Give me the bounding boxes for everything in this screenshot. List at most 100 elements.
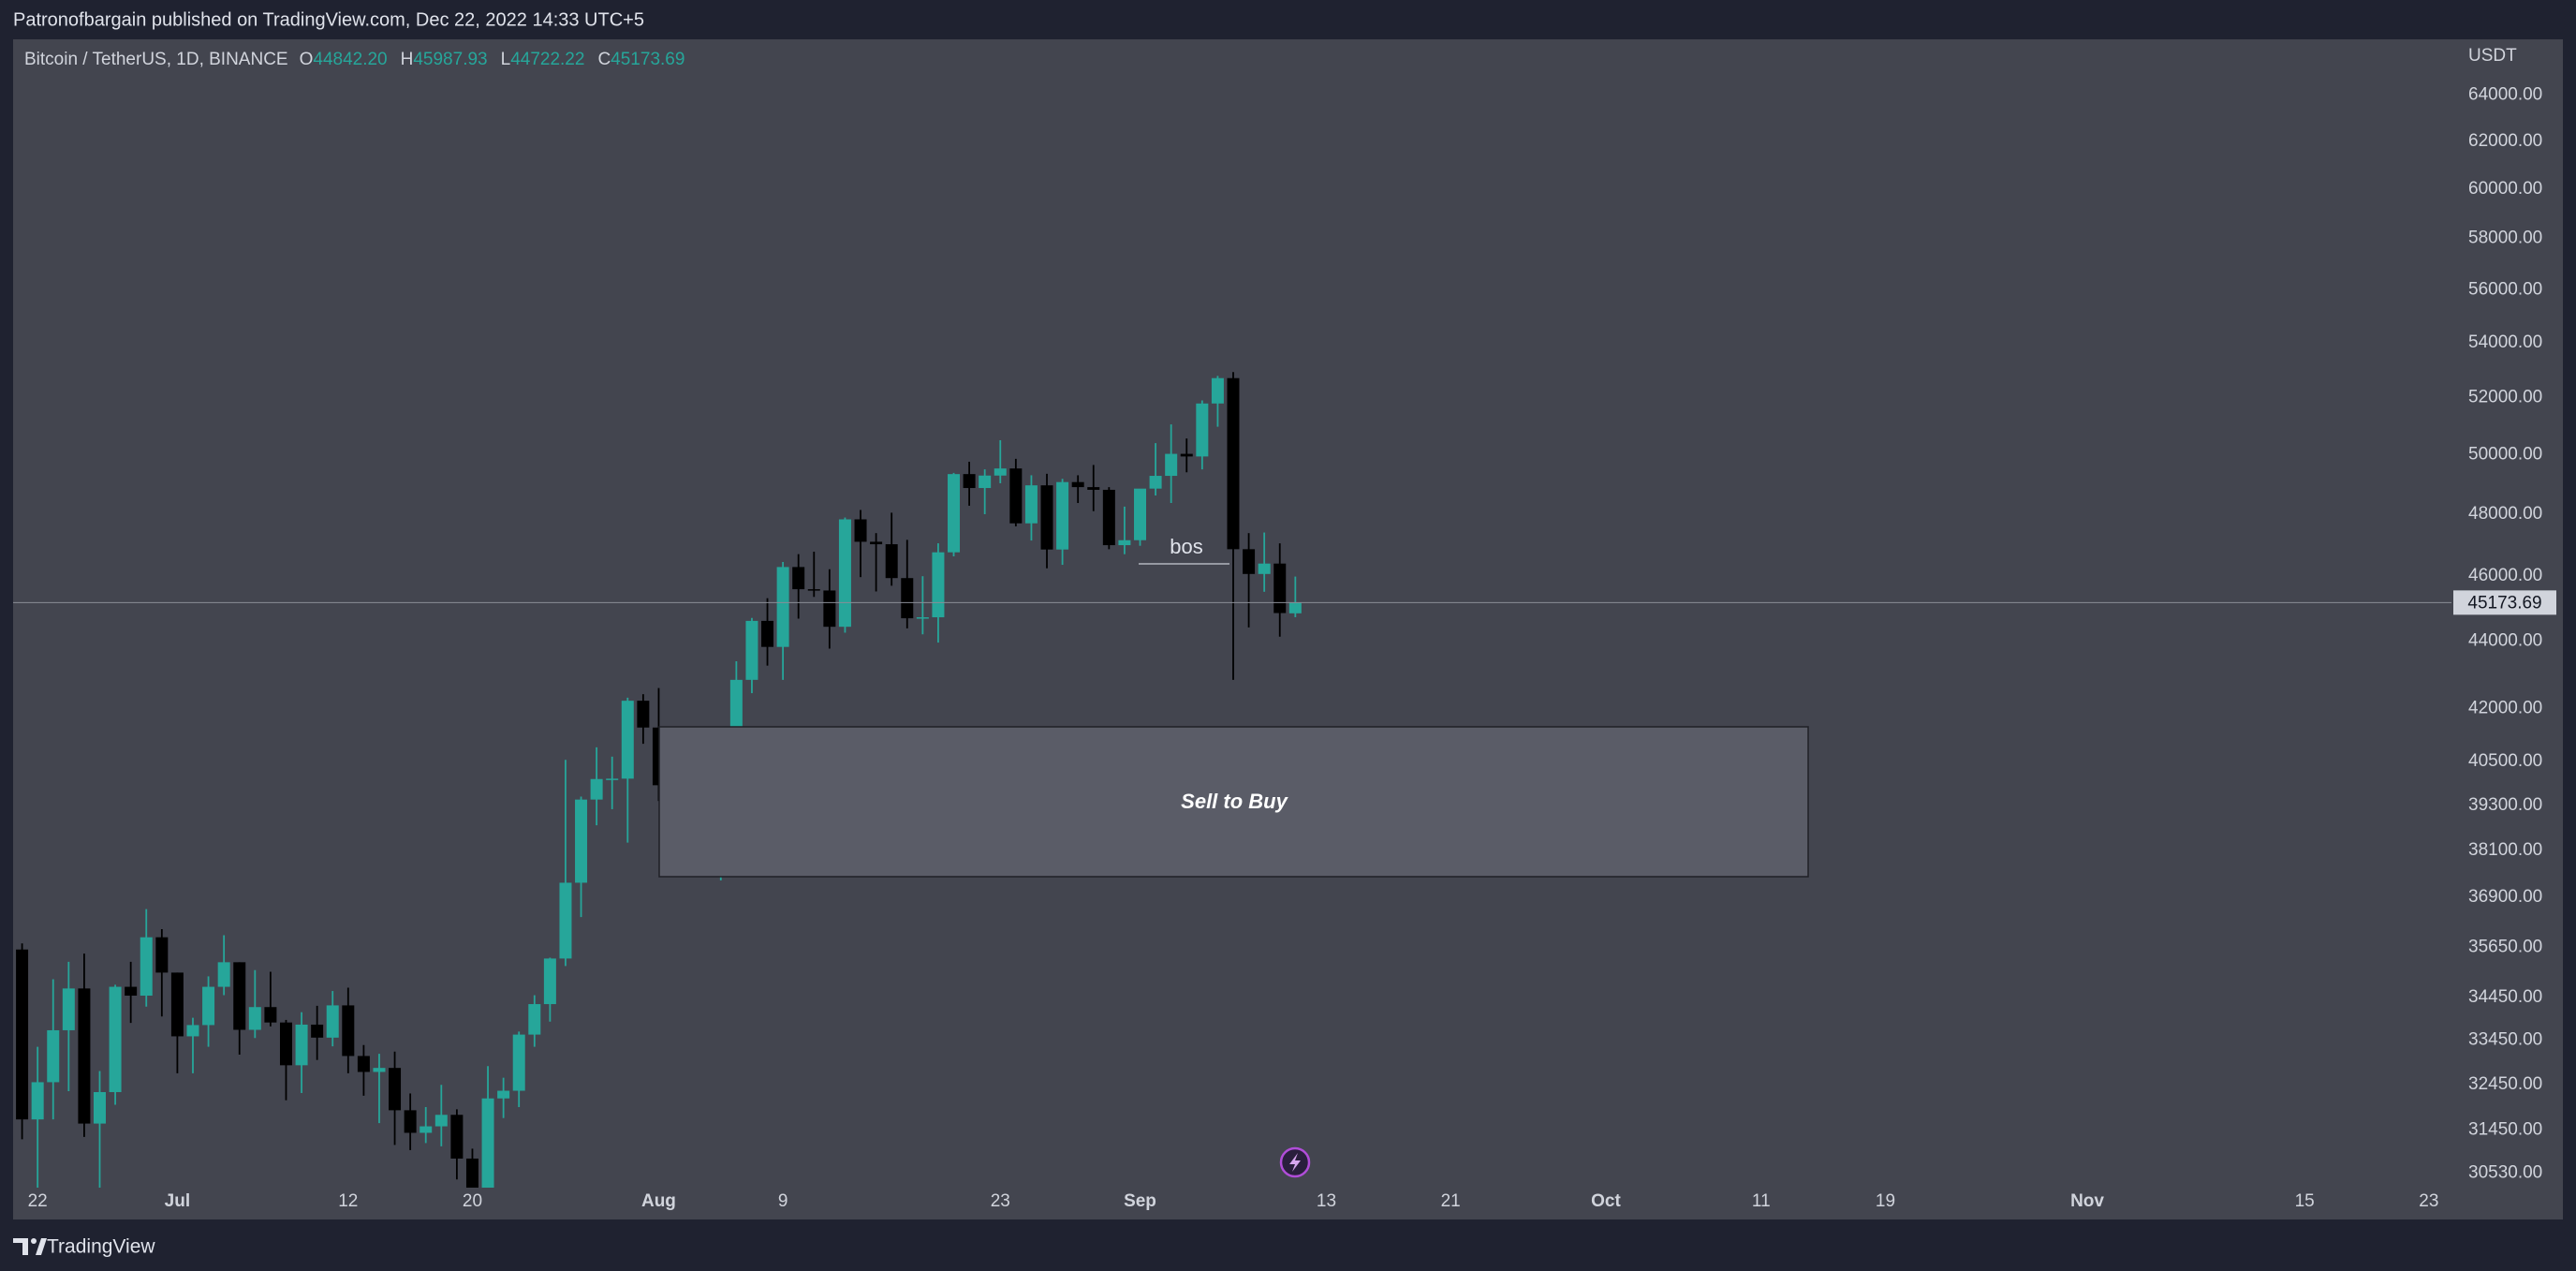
- candle-body: [1211, 377, 1224, 404]
- candle-body: [543, 958, 556, 1005]
- candle-body: [994, 468, 1007, 476]
- candle-body: [295, 1024, 308, 1066]
- candle-body: [125, 986, 138, 997]
- candle-body: [1087, 487, 1100, 490]
- candle-body: [1118, 539, 1131, 546]
- candle-body: [78, 988, 91, 1124]
- candle-body: [575, 799, 588, 883]
- x-tick-label: 20: [463, 1191, 482, 1211]
- logo-slash: [36, 1238, 47, 1255]
- x-tick-label: Aug: [641, 1191, 676, 1211]
- candle-body: [497, 1090, 510, 1099]
- symbol-title: Bitcoin / TetherUS, 1D, BINANCE: [24, 50, 288, 69]
- zone-label: Sell to Buy: [1181, 790, 1288, 813]
- y-tick-label: 46000.00: [2468, 566, 2542, 585]
- candle-body: [389, 1068, 402, 1111]
- candle-body: [1288, 602, 1302, 613]
- candle-body: [621, 701, 634, 779]
- event-icon-bolt: [1289, 1153, 1301, 1172]
- candle-body: [202, 986, 215, 1026]
- candle-body: [979, 475, 992, 489]
- candle-body: [311, 1024, 324, 1038]
- y-tick-label: 56000.00: [2468, 279, 2542, 299]
- y-tick-label: 50000.00: [2468, 445, 2542, 465]
- x-tick-label: Oct: [1591, 1191, 1621, 1211]
- candle-body: [885, 544, 898, 579]
- candle-body: [140, 937, 153, 997]
- candle-body: [963, 474, 976, 489]
- candle-body: [792, 567, 805, 590]
- y-tick-label: 42000.00: [2468, 699, 2542, 718]
- candle-body: [481, 1098, 494, 1188]
- candle-body: [279, 1022, 292, 1066]
- y-tick-label: 60000.00: [2468, 179, 2542, 199]
- last-price-tag: [2453, 590, 2556, 615]
- candle-body: [217, 962, 230, 987]
- candle-body: [637, 701, 650, 728]
- candle-body: [807, 589, 820, 591]
- x-tick-label: 15: [2295, 1191, 2315, 1211]
- y-tick-label: 36900.00: [2468, 887, 2542, 907]
- y-tick-label: 35650.00: [2468, 938, 2542, 957]
- y-tick-label: 62000.00: [2468, 131, 2542, 151]
- candle-body: [1040, 485, 1053, 550]
- x-tick-label: 23: [991, 1191, 1010, 1211]
- candle-body: [870, 541, 883, 545]
- x-tick-label: 21: [1441, 1191, 1461, 1211]
- candle-body: [62, 988, 75, 1030]
- candle-body: [434, 1115, 448, 1127]
- x-tick-label: 22: [28, 1191, 48, 1211]
- candle-body: [326, 1005, 339, 1038]
- candle-body: [590, 778, 603, 800]
- candle-body: [854, 519, 867, 542]
- x-tick-label: 11: [1752, 1191, 1771, 1211]
- x-tick-label: 23: [2419, 1191, 2438, 1211]
- y-tick-label: 30530.00: [2468, 1163, 2542, 1183]
- candle-body: [901, 578, 914, 619]
- candle-body: [264, 1007, 277, 1023]
- candle-body: [109, 986, 122, 1092]
- x-tick-label: Jul: [165, 1191, 190, 1211]
- y-tick-label: 32450.00: [2468, 1074, 2542, 1094]
- candle-body: [606, 778, 619, 780]
- candle-body: [948, 474, 961, 553]
- candle-body: [1056, 481, 1069, 550]
- y-tick-label: 64000.00: [2468, 85, 2542, 105]
- y-tick-label: 44000.00: [2468, 630, 2542, 650]
- candle-body: [761, 620, 774, 647]
- candle-body: [186, 1025, 199, 1037]
- x-tick-label: 9: [778, 1191, 788, 1211]
- x-tick-label: Sep: [1124, 1191, 1156, 1211]
- zone-box: [658, 726, 1809, 878]
- ohlc-value: 45987.93: [413, 50, 487, 69]
- candle-body: [1196, 403, 1209, 457]
- candle-body: [559, 882, 572, 959]
- candle-body: [47, 1029, 60, 1083]
- candle-body: [932, 552, 945, 618]
- candle-body: [1273, 563, 1287, 613]
- candle-body: [1134, 488, 1147, 540]
- ohlc-value: 44842.20: [313, 50, 387, 69]
- candle-body: [1165, 453, 1178, 477]
- ohlc-key: L: [501, 50, 511, 69]
- candle-body: [776, 567, 789, 647]
- y-tick-label: 34450.00: [2468, 987, 2542, 1007]
- y-tick-label: 54000.00: [2468, 333, 2542, 352]
- candle-body: [357, 1056, 370, 1072]
- candle-body: [1227, 377, 1240, 550]
- x-tick-label: 12: [338, 1191, 358, 1211]
- ohlc-value: 45173.69: [611, 50, 684, 69]
- candle-body: [512, 1034, 525, 1091]
- ohlc-key: C: [597, 50, 611, 69]
- tradingview-logo[interactable]: TradingView: [13, 1236, 155, 1258]
- chart-panel: [13, 39, 2563, 1219]
- candle-body: [233, 962, 246, 1030]
- candle-body: [404, 1110, 417, 1133]
- candle-body: [420, 1126, 433, 1133]
- symbol-legend: Bitcoin / TetherUS, 1D, BINANCE O44842.20…: [24, 50, 684, 69]
- brand: TradingView: [47, 1236, 155, 1258]
- publisher-line: Patronofbargain published on TradingView…: [13, 9, 644, 30]
- y-tick-label: 39300.00: [2468, 795, 2542, 815]
